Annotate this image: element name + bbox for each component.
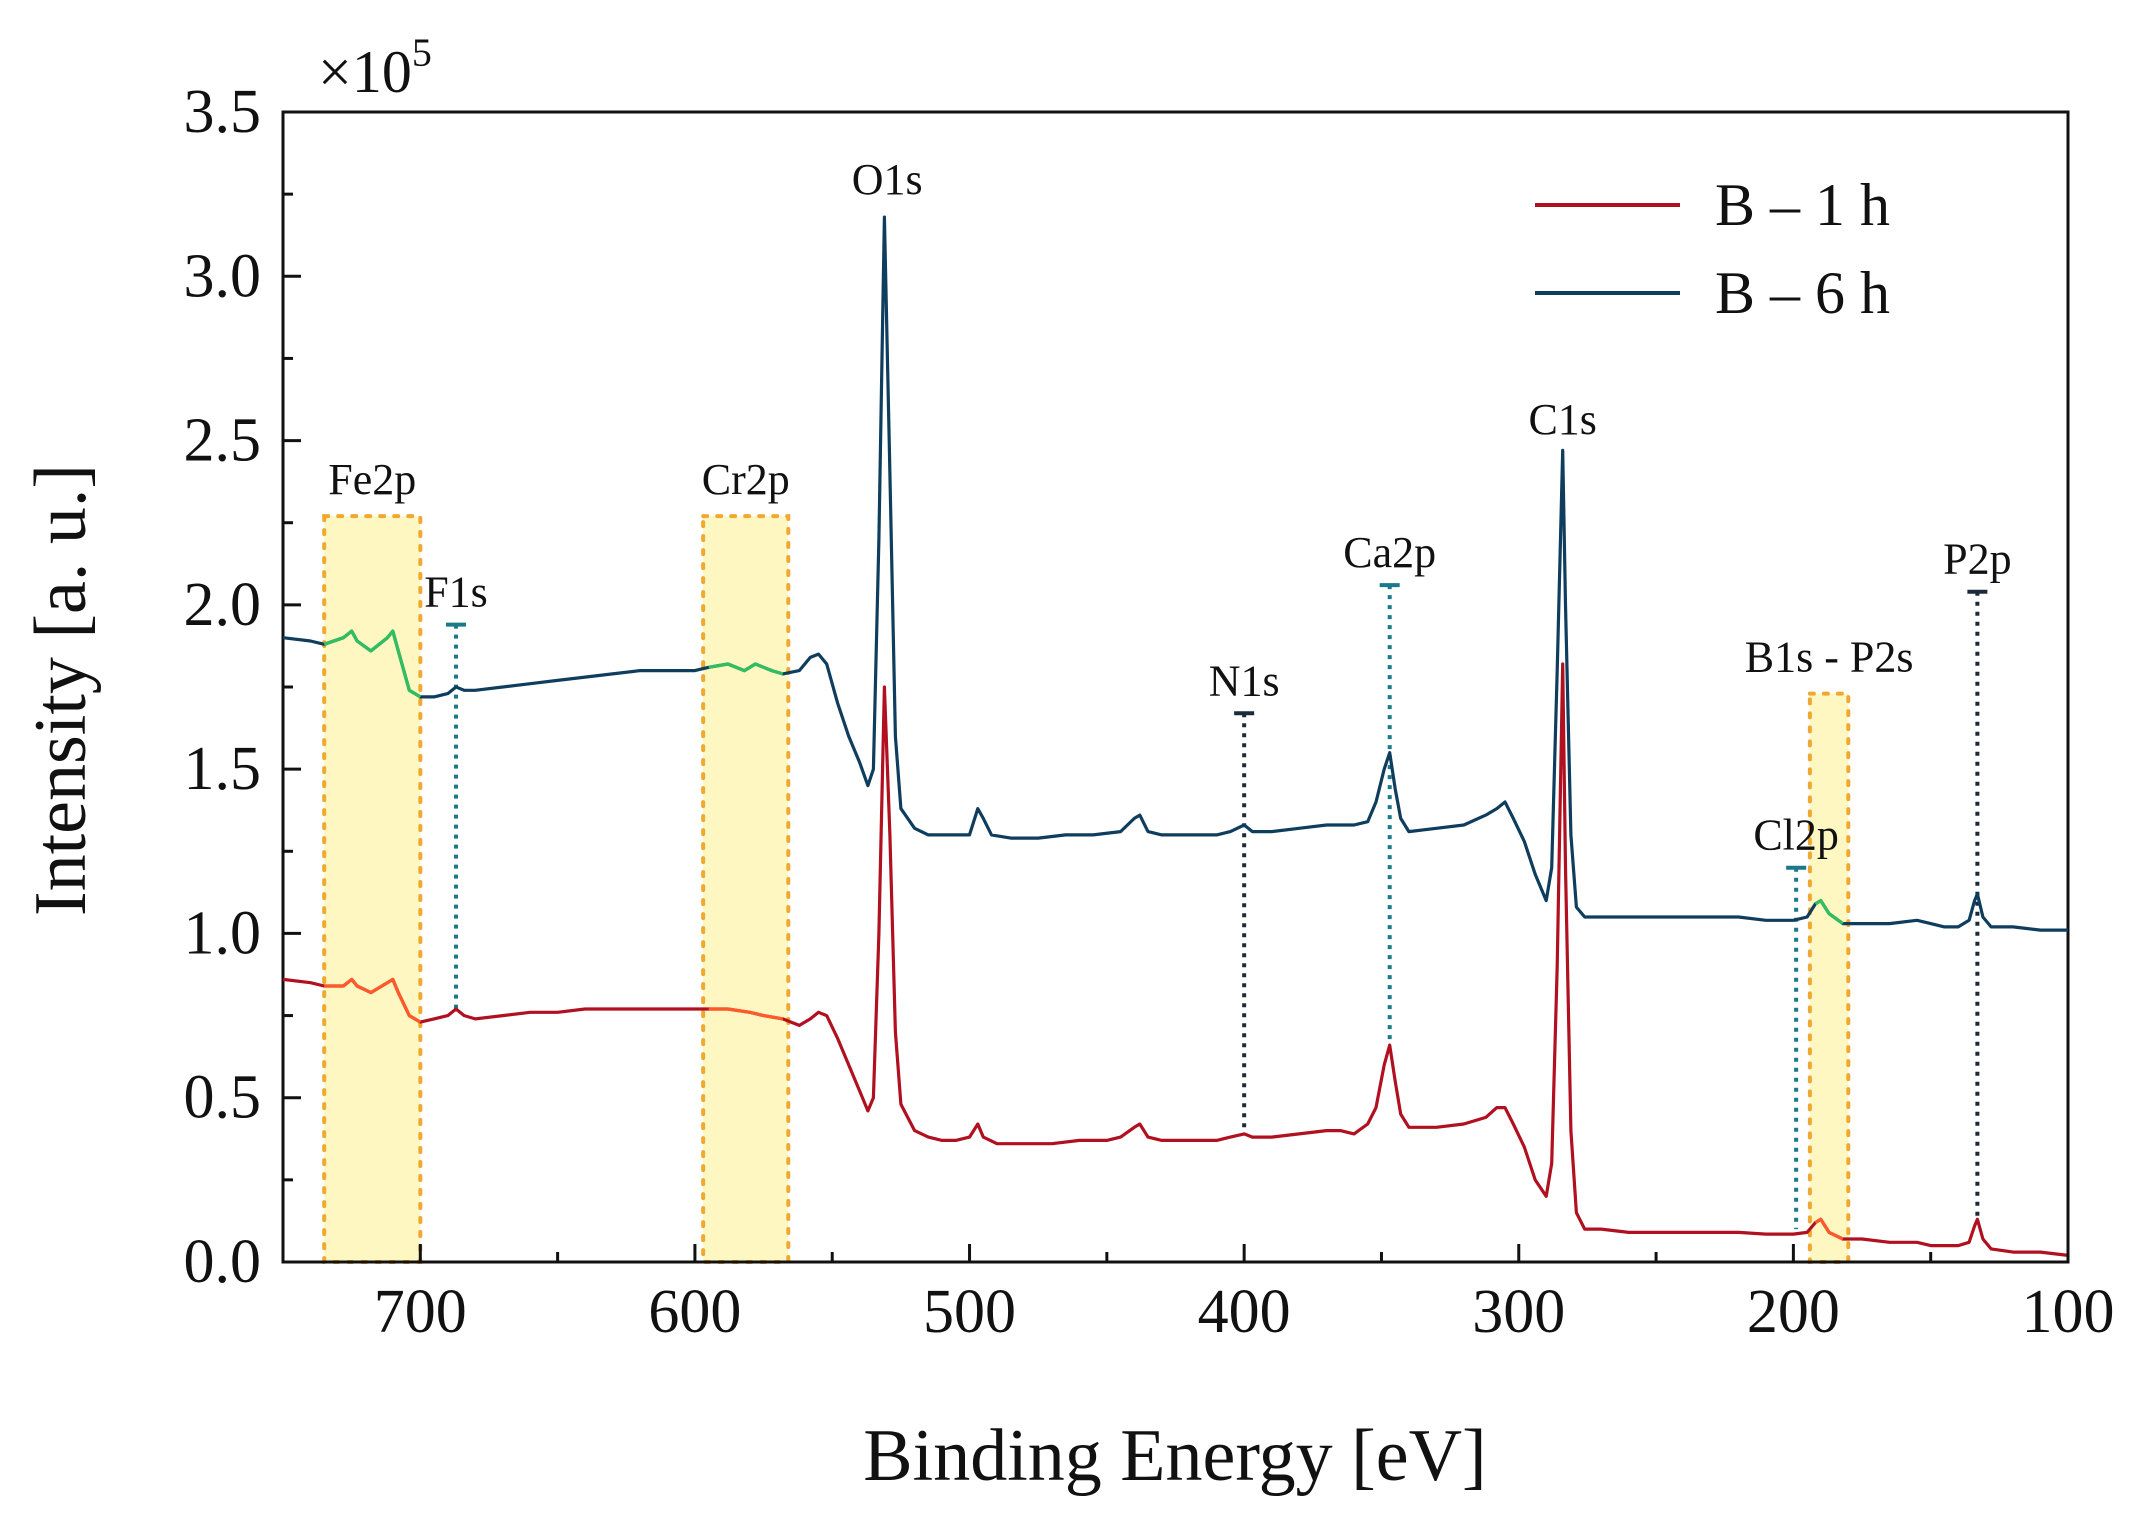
peak-label-c1s: C1s xyxy=(1528,395,1596,444)
y-axis-title: Intensity [a. u.] xyxy=(20,464,102,916)
y-tick-label: 0.0 xyxy=(184,1228,262,1296)
y-tick-label: 2.0 xyxy=(184,571,262,639)
x-tick-label: 500 xyxy=(923,1278,1016,1346)
peak-marker-label: P2p xyxy=(1943,535,2011,584)
region-label: Fe2p xyxy=(328,455,416,504)
axis-ticks: 700 600 500 400 300 200 100 0.0 0.5 1.0 1.5 2.0 2.5 3… xyxy=(184,78,2115,1346)
highlight-regions xyxy=(322,514,1851,1264)
chart-legend: B – 1 h B – 6 h xyxy=(1535,172,1890,326)
legend-label: B – 1 h xyxy=(1715,172,1890,238)
region-label: Cr2p xyxy=(702,455,790,504)
y-tick-label: 1.0 xyxy=(184,899,262,967)
series-line-b1h xyxy=(282,662,2069,1257)
x-tick-label: 200 xyxy=(1747,1278,1840,1346)
y-tick-label: 1.5 xyxy=(184,735,262,803)
peak-marker-label: N1s xyxy=(1209,656,1280,705)
fit-overlay xyxy=(1814,899,1844,925)
fit-overlay xyxy=(708,1007,784,1021)
peak-labels: Fe2p Cr2p B1s - P2s F1s N1s Ca2p Cl2p P2p O1s C1s xyxy=(328,155,2011,860)
y-tick-label: 3.5 xyxy=(184,78,262,146)
y-multiplier-exponent: 5 xyxy=(412,30,432,75)
peak-marker-label: F1s xyxy=(424,568,488,617)
highlight-region xyxy=(1807,691,1851,1264)
legend-label: B – 6 h xyxy=(1715,260,1890,326)
fit-overlay xyxy=(708,662,784,676)
y-tick-label: 0.5 xyxy=(184,1064,262,1132)
x-axis-title: Binding Energy [eV] xyxy=(863,1415,1486,1497)
y-tick-label: 2.5 xyxy=(184,407,262,475)
series-lines xyxy=(282,215,2069,1257)
peak-marker-label: Cl2p xyxy=(1753,811,1839,860)
x-tick-label: 300 xyxy=(1472,1278,1565,1346)
series-line-b6h xyxy=(282,215,2068,932)
highlight-region xyxy=(322,514,423,1264)
fit-overlay xyxy=(1814,1217,1844,1241)
peak-marker-label: Ca2p xyxy=(1343,528,1436,577)
highlight-region xyxy=(701,514,791,1264)
x-tick-label: 600 xyxy=(648,1278,741,1346)
peak-markers xyxy=(446,583,1988,1230)
x-tick-label: 700 xyxy=(374,1278,467,1346)
fit-overlay xyxy=(324,977,422,1024)
x-tick-label: 400 xyxy=(1198,1278,1291,1346)
y-tick-label: 3.0 xyxy=(184,242,262,310)
peak-label-o1s: O1s xyxy=(852,155,923,204)
x-tick-label: 100 xyxy=(2022,1278,2115,1346)
fit-overlay xyxy=(323,629,422,699)
y-multiplier: ×105 xyxy=(318,30,432,105)
y-multiplier-base: ×10 xyxy=(318,39,412,105)
region-label: B1s - P2s xyxy=(1745,633,1914,682)
